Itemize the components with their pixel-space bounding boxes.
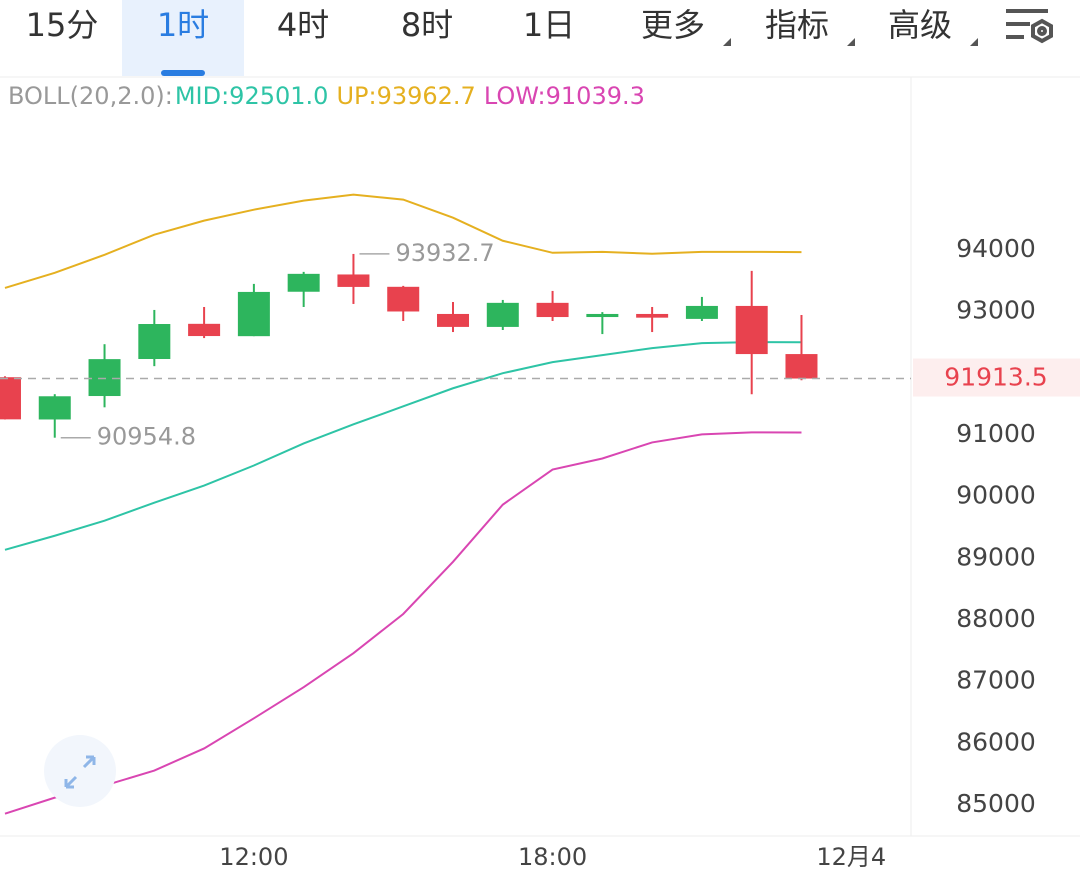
candle-body (685, 305, 718, 319)
candle-body (237, 291, 270, 337)
tab[interactable]: 4时 (277, 6, 329, 44)
last-price-bg (913, 358, 1080, 397)
y-tick-label: 93000 (956, 295, 1036, 324)
y-tick-label: 88000 (956, 604, 1036, 633)
icon-hex (1031, 18, 1053, 44)
dropdown-caret (723, 38, 731, 46)
y-tick-label: 87000 (956, 666, 1036, 695)
dropdown-caret (970, 38, 978, 46)
last-price-label: 91913.5 (944, 363, 1047, 392)
candle-body (88, 359, 121, 397)
annotation: 90954.8 (97, 423, 196, 451)
tab-indicator (161, 70, 205, 76)
legend-entry: MID:92501.0 (175, 82, 329, 110)
tab-bar: 15分 1时 4时 8时 1日 更多 指标 高级 (26, 0, 978, 76)
candle-body (287, 273, 320, 292)
candle-body (636, 313, 669, 318)
y-tick-label: 85000 (956, 789, 1036, 818)
candle-body (38, 396, 71, 420)
legend-entry: UP:93962.7 (336, 82, 475, 110)
tab[interactable]: 指标 (765, 6, 829, 44)
y-tick-label: 90000 (956, 481, 1036, 510)
candle-body (486, 302, 519, 327)
indicator-line (4, 431, 802, 815)
tab[interactable]: 更多 (641, 6, 705, 44)
expand-icon (64, 755, 96, 789)
x-tick-label: 12月4 (816, 843, 886, 871)
legend-entry: LOW:91039.3 (484, 82, 645, 110)
indicator-legend: BOLL(20,2.0):MID:92501.0 UP:93962.7 LOW:91… (8, 82, 645, 110)
candle-body (337, 274, 370, 287)
icon-dot (1037, 26, 1047, 36)
tab-selected-bg (122, 0, 244, 76)
y-tick-label: 91000 (956, 419, 1036, 448)
plot: 85000 86000 87000 88000 89000 90000 91000 93000… (0, 193, 1080, 871)
tab[interactable]: 1日 (523, 6, 575, 44)
candle-body (387, 286, 420, 312)
tab[interactable]: 高级 (888, 6, 952, 44)
expand-button[interactable] (44, 735, 116, 807)
candle-body (437, 313, 470, 327)
indicator-label: BOLL(20,2.0): (8, 82, 173, 110)
indicator-line (4, 341, 802, 551)
button-bg (44, 735, 116, 807)
settings-icon[interactable] (1006, 9, 1053, 44)
candle-body (536, 302, 569, 318)
candle-body (735, 305, 768, 355)
candle-body (0, 377, 21, 420)
x-tick-label: 18:00 (518, 843, 587, 871)
y-tick-label: 86000 (956, 727, 1036, 756)
indicator-line (4, 193, 802, 289)
x-tick-label: 12:00 (219, 843, 288, 871)
candle-body (188, 323, 221, 337)
candle-body (785, 354, 818, 379)
candle-body (586, 313, 619, 318)
dropdown-caret (847, 38, 855, 46)
tab[interactable]: 15分 (26, 6, 99, 44)
y-tick-label: 94000 (956, 234, 1036, 263)
y-tick-label: 89000 (956, 542, 1036, 571)
annotation: 93932.7 (395, 239, 494, 267)
tab[interactable]: 8时 (401, 6, 453, 44)
candle-body (138, 324, 171, 360)
tab[interactable]: 1时 (157, 6, 209, 44)
